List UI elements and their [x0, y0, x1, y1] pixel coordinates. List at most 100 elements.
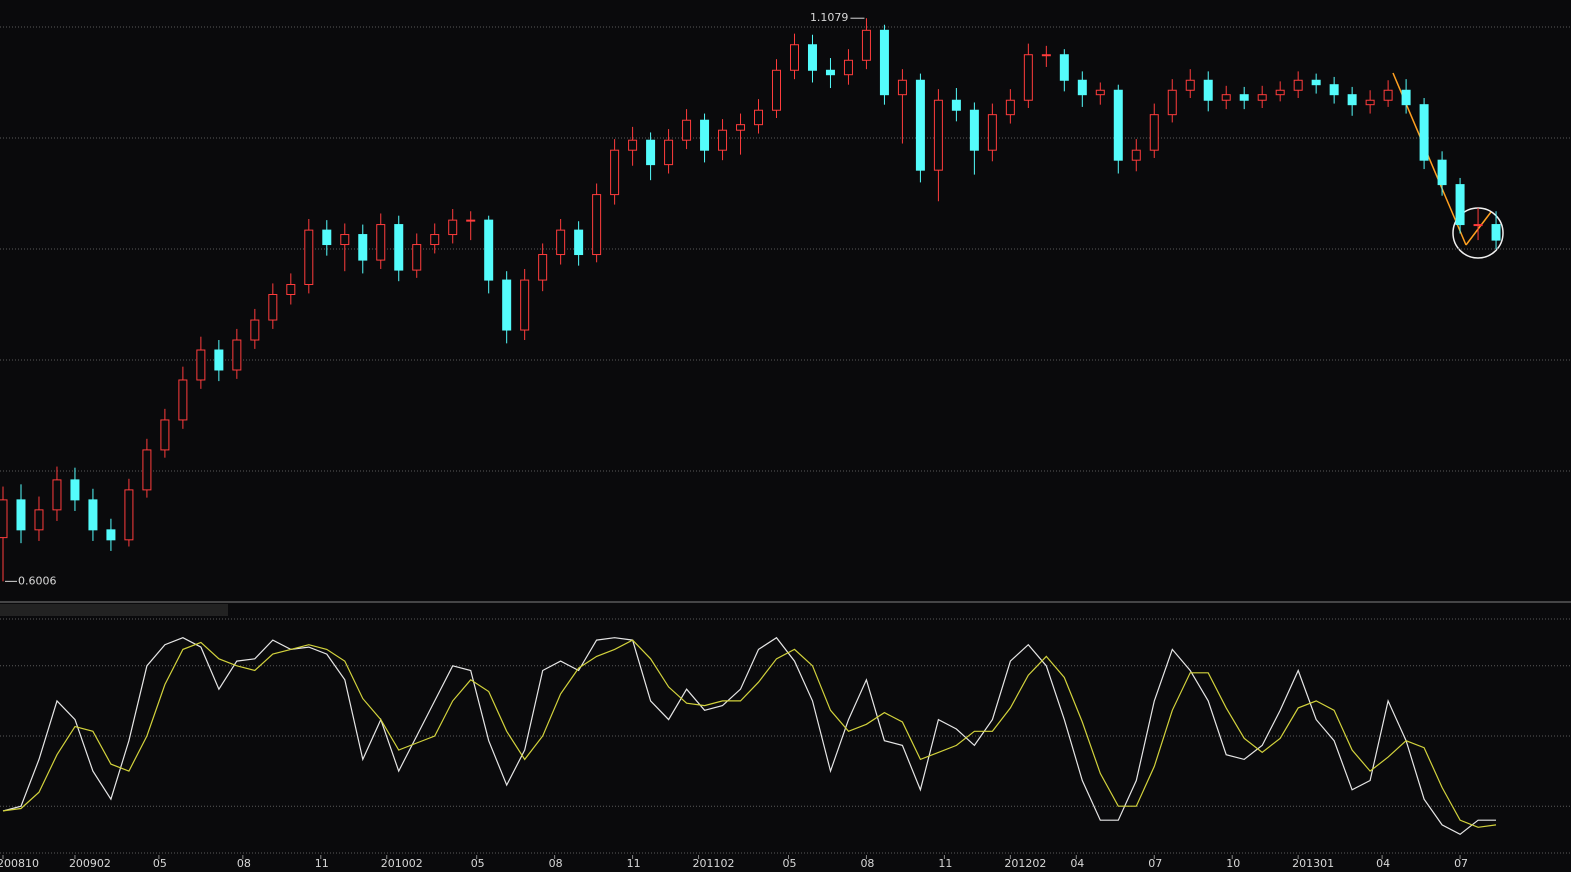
candle-body — [520, 279, 530, 331]
indicator-line — [2, 639, 1497, 828]
candle-body — [538, 254, 548, 281]
candle-body — [772, 69, 782, 111]
candle-body — [664, 139, 674, 166]
candle-body — [1113, 89, 1123, 161]
x-tick-label: 201102 — [693, 857, 735, 870]
candle-body — [196, 349, 206, 381]
candle-body — [700, 119, 710, 151]
indicator-line — [2, 636, 1496, 836]
candle-body — [88, 499, 98, 531]
candle-body — [843, 59, 853, 76]
candle-body — [933, 99, 943, 171]
candle-body — [646, 139, 656, 166]
scrollbar — [0, 604, 228, 616]
candle-body — [1401, 89, 1411, 106]
annotation-label: 0.6006 — [18, 574, 57, 587]
candle-body — [628, 139, 638, 151]
candle-body — [466, 219, 476, 222]
candle-body — [1149, 114, 1159, 151]
candle-body — [1059, 54, 1069, 81]
candle-body — [70, 479, 80, 501]
candle-body — [232, 339, 242, 371]
candle-body — [340, 234, 350, 246]
candle-body — [52, 479, 62, 511]
candle-body — [1473, 224, 1483, 227]
candle-body — [448, 219, 458, 236]
candle-body — [178, 379, 188, 421]
candle-body — [484, 219, 494, 281]
candle-body — [969, 109, 979, 151]
candle-body — [1491, 224, 1501, 241]
x-tick-label: 11 — [627, 857, 641, 870]
candle-body — [1257, 94, 1267, 101]
candle-body — [879, 29, 889, 96]
candle-body — [358, 234, 368, 261]
candle-body — [502, 279, 512, 331]
candle-body — [1455, 184, 1465, 226]
candle-body — [951, 99, 961, 111]
candle-body — [16, 499, 26, 531]
x-tick-label: 11 — [938, 857, 952, 870]
candle-body — [1203, 79, 1213, 101]
candle-body — [1167, 89, 1177, 116]
x-tick-label: 07 — [1454, 857, 1468, 870]
candle-body — [142, 449, 152, 491]
candle-body — [1221, 94, 1231, 101]
candle-body — [1329, 84, 1339, 96]
x-tick-label: 201202 — [1004, 857, 1046, 870]
candle-body — [394, 224, 404, 271]
candle-body — [1383, 89, 1393, 101]
x-tick-label: 10 — [1226, 857, 1240, 870]
candle-body — [1077, 79, 1087, 96]
candle-body — [214, 349, 224, 371]
candle-body — [789, 44, 799, 71]
candle-body — [1311, 79, 1321, 86]
candle-body — [1437, 159, 1447, 186]
candle-body — [897, 79, 907, 96]
candle-body — [160, 419, 170, 451]
x-tick-label: 200810 — [0, 857, 39, 870]
candle-body — [825, 69, 835, 76]
candle-body — [250, 319, 260, 341]
x-tick-label: 11 — [315, 857, 329, 870]
candle-body — [718, 129, 728, 151]
candle-body — [124, 489, 134, 541]
candle-body — [754, 109, 764, 126]
x-tick-label: 201301 — [1292, 857, 1334, 870]
candle-body — [861, 29, 871, 61]
candle-body — [1419, 104, 1429, 161]
x-tick-label: 04 — [1376, 857, 1390, 870]
candle-body — [268, 294, 278, 321]
candle-body — [1293, 79, 1303, 91]
candle-body — [106, 529, 116, 541]
candle-body — [1239, 94, 1249, 101]
x-tick-label: 201002 — [381, 857, 423, 870]
candle-body — [1365, 99, 1375, 106]
x-tick-label: 05 — [471, 857, 485, 870]
candle-body — [286, 284, 296, 296]
candle-body — [1131, 149, 1141, 161]
candle-body — [1347, 94, 1357, 106]
x-tick-label: 04 — [1070, 857, 1084, 870]
candle-body — [1095, 89, 1105, 96]
x-tick-label: 05 — [782, 857, 796, 870]
x-tick-label: 08 — [237, 857, 251, 870]
x-tick-label: 05 — [153, 857, 167, 870]
annotation-label: 1.1079 — [810, 11, 849, 24]
candle-body — [0, 499, 8, 539]
x-tick-label: 08 — [860, 857, 874, 870]
candle-body — [304, 229, 314, 286]
x-tick-label: 07 — [1148, 857, 1162, 870]
candle-body — [592, 194, 602, 256]
candle-body — [1023, 54, 1033, 101]
candle-body — [556, 229, 566, 256]
candle-body — [574, 229, 584, 256]
candle-body — [430, 234, 440, 246]
candle-body — [412, 244, 422, 271]
candle-body — [1185, 79, 1195, 91]
x-tick-label: 200902 — [69, 857, 111, 870]
candle-body — [915, 79, 925, 171]
candle-body — [610, 149, 620, 196]
candle-body — [322, 229, 332, 246]
